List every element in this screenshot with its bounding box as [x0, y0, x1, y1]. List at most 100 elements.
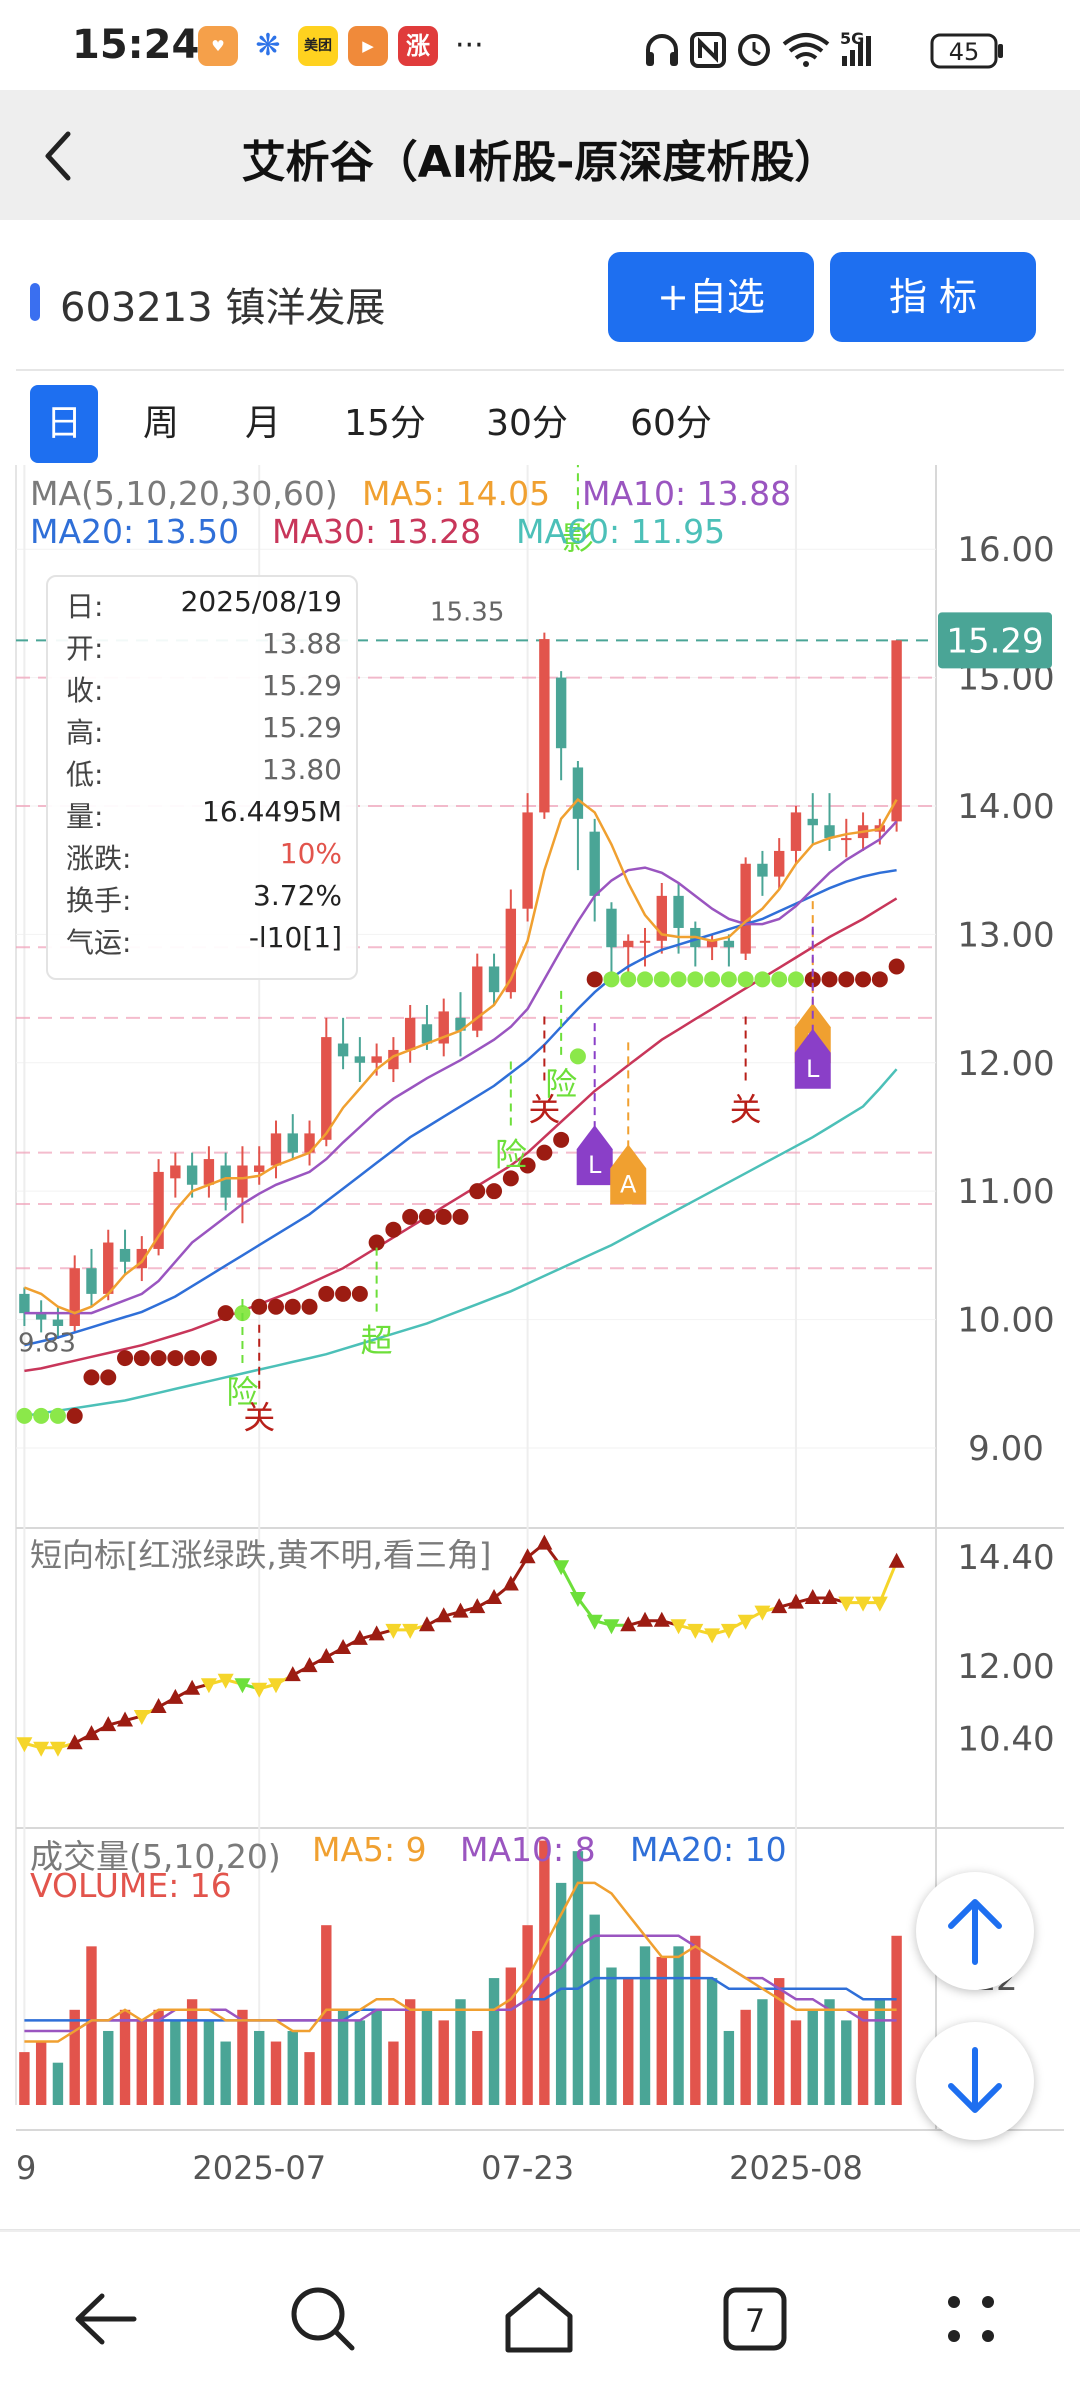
volume-bar — [673, 1946, 684, 2105]
price-tick-label: 10.00 — [957, 1301, 1054, 1341]
indicator-triangle — [368, 1625, 385, 1641]
high-price-label: 15.35 — [430, 598, 504, 628]
battery-level: 45 — [949, 38, 980, 66]
candle-body — [589, 831, 600, 896]
signal-dot — [838, 971, 855, 988]
ma20-line — [24, 868, 897, 1347]
indicator-triangle — [200, 1678, 217, 1694]
tab-month[interactable]: 月 — [244, 403, 281, 444]
signal-dot — [486, 1183, 503, 1200]
indicator-button[interactable]: 指 标 — [830, 252, 1036, 342]
candle-body — [706, 940, 718, 948]
volume-bar — [874, 1999, 886, 2105]
candle-body — [740, 863, 751, 954]
volume-bar — [623, 1978, 634, 2105]
short-direction-title: 短向标[红涨绿跌,黄不明,看三角] — [30, 1536, 492, 1574]
back-arrow-icon[interactable] — [30, 120, 90, 190]
scroll-up-button[interactable] — [916, 1872, 1034, 1990]
volume-bar — [388, 2041, 399, 2105]
indicator-triangle — [704, 1628, 721, 1644]
indicator-triangle — [351, 1629, 368, 1645]
candle-body — [723, 940, 735, 948]
tab-30min[interactable]: 30分 — [486, 403, 568, 444]
candle-body — [186, 1165, 198, 1185]
signal-badge — [610, 1144, 647, 1205]
signal-dot — [452, 1208, 469, 1225]
volume-bar — [539, 1840, 550, 2105]
volume-bar — [237, 2009, 248, 2105]
price-tick-label: 16.00 — [957, 530, 1054, 570]
ma30-legend: MA30: 13.28 — [272, 512, 482, 551]
indicator-triangle — [653, 1611, 670, 1627]
tab-60min[interactable]: 60分 — [630, 403, 712, 444]
tab-day[interactable]: 日 — [30, 385, 98, 463]
candle-body — [19, 1293, 30, 1314]
volume-bar — [757, 1999, 768, 2105]
stock-accent-bar — [30, 283, 40, 321]
candle-body — [656, 895, 667, 941]
tab-week[interactable]: 周 — [142, 403, 179, 444]
signal-dot — [200, 1350, 217, 1367]
volume-bar — [723, 2030, 735, 2105]
volume-legend-main: 成交量(5,10,20) — [30, 1837, 281, 1876]
signal-annotation: 关 — [528, 1091, 560, 1129]
signal-dot — [620, 971, 637, 988]
signal-badge-label: L — [588, 1151, 602, 1179]
browser-back-icon[interactable] — [62, 2274, 152, 2364]
info-value: 15.29 — [261, 669, 342, 702]
candle-body — [673, 895, 684, 928]
indicator-triangle — [687, 1623, 704, 1639]
tab-15min[interactable]: 15分 — [344, 403, 426, 444]
signal-dot — [167, 1350, 184, 1367]
volume-bar — [807, 2009, 818, 2105]
signal-dot — [569, 1048, 586, 1065]
volume-bar — [740, 2009, 751, 2105]
current-price-tag — [938, 612, 1052, 669]
stock-header: 603213 镇洋发展 +自选 指 标 — [0, 220, 1080, 370]
indicator-triangle — [754, 1605, 771, 1621]
search-icon[interactable] — [278, 2274, 368, 2364]
date-tick-label: 2025-07 — [192, 2149, 326, 2187]
low-price-label: 9.83 — [18, 1328, 76, 1358]
signal-dot — [117, 1350, 134, 1367]
meituan-app-label: 美团 — [304, 38, 332, 54]
volume-bar — [86, 1946, 97, 2105]
add-watchlist-button[interactable]: +自选 — [608, 252, 814, 342]
blue-app-icon: ❋ — [248, 26, 288, 66]
info-row-open: 开: 13.88 — [66, 627, 342, 669]
indicator-triangle — [16, 1737, 33, 1753]
volume-bar — [270, 2041, 282, 2105]
divider — [16, 369, 1064, 371]
candle-body — [119, 1248, 131, 1262]
menu-dots-icon[interactable] — [926, 2274, 1016, 2364]
indicator-triangle — [435, 1607, 452, 1623]
home-icon[interactable] — [494, 2274, 584, 2364]
indicator-triangle — [385, 1623, 402, 1639]
indicator-tick-label: 12.00 — [957, 1647, 1054, 1687]
candle-body — [790, 812, 802, 851]
signal-dot — [16, 1407, 33, 1424]
indicator-triangle — [804, 1589, 821, 1605]
volume-bar — [639, 1946, 651, 2105]
volume-bar — [404, 1999, 416, 2105]
volume-bar — [706, 1978, 718, 2105]
signal-dot — [368, 1234, 385, 1251]
scroll-down-button[interactable] — [916, 2022, 1034, 2140]
candle-body — [270, 1133, 282, 1166]
ma60-line — [24, 1068, 898, 1418]
candle-body — [337, 1043, 349, 1057]
candle-body — [287, 1133, 298, 1153]
tabs-count-icon[interactable]: 7 — [710, 2274, 800, 2364]
signal-badge-label: L — [806, 1055, 820, 1083]
volume-bar — [52, 2062, 64, 2105]
candle-body — [153, 1171, 164, 1249]
signal-dot — [217, 1305, 234, 1322]
info-value: -l10[1] — [248, 921, 342, 954]
indicator-triangle — [888, 1552, 905, 1568]
signal-dot — [385, 1221, 402, 1238]
info-key: 开: — [66, 632, 104, 665]
candle-body — [639, 940, 651, 943]
signal-dot — [251, 1298, 268, 1315]
zhang-app-icon: 涨 — [398, 26, 438, 66]
signal-dot — [418, 1208, 435, 1225]
